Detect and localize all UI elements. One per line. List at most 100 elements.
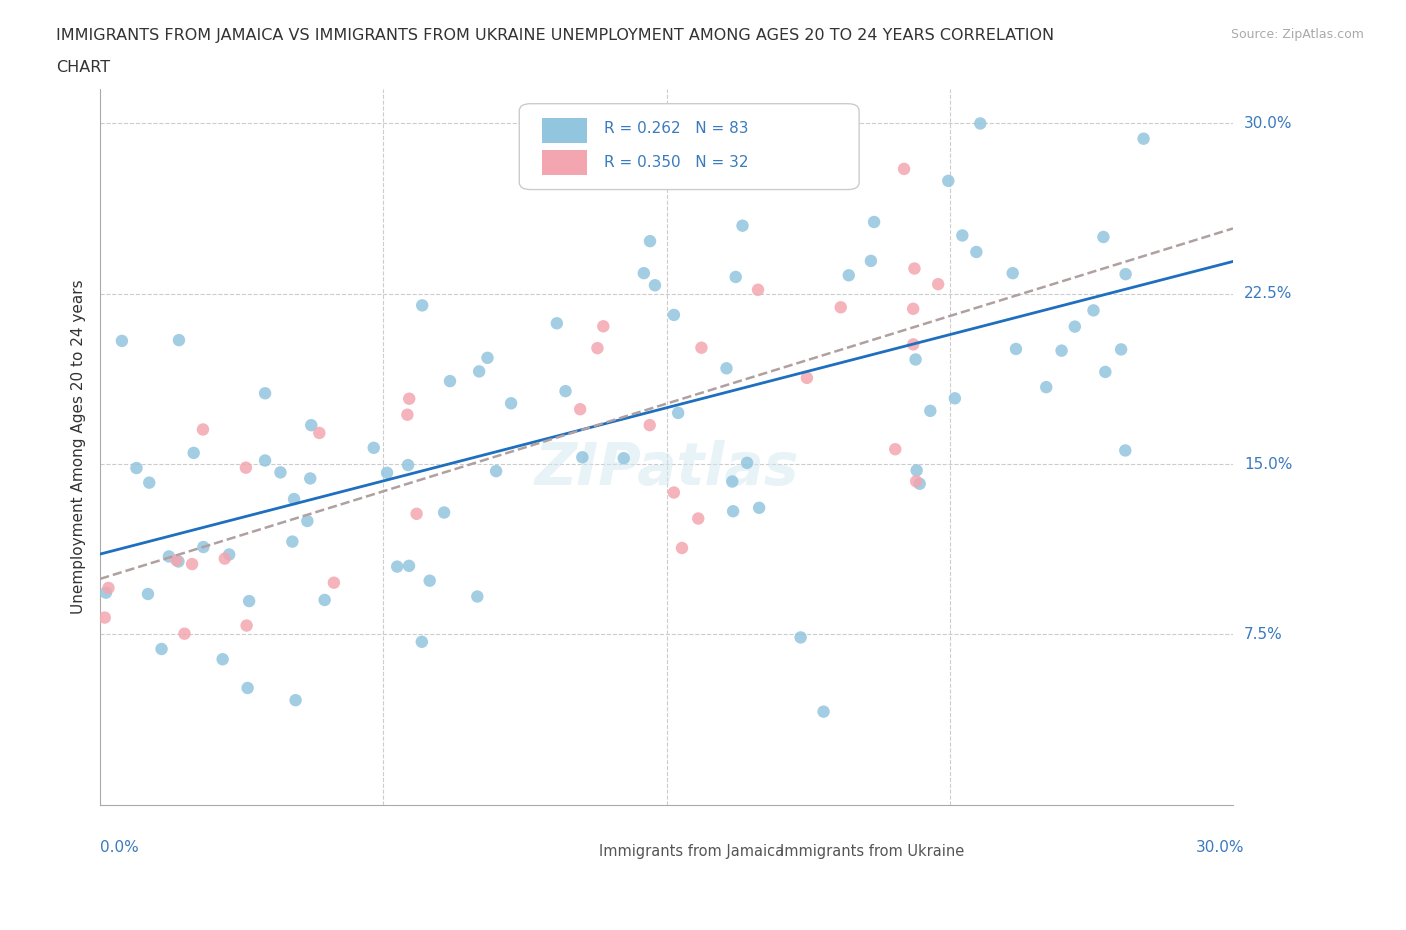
Point (363, 441, 385, 456)
Point (254, 386, 277, 401)
Point (235, 460, 257, 475)
Point (724, 270, 747, 285)
Point (238, 593, 260, 608)
Text: R = 0.350   N = 32: R = 0.350 N = 32 (605, 155, 749, 170)
Point (969, 116, 991, 131)
Point (485, 464, 508, 479)
Point (735, 456, 758, 471)
Bar (734, 833, 763, 849)
Point (138, 475, 160, 490)
Point (662, 485, 685, 500)
Point (688, 512, 710, 526)
Point (193, 539, 215, 554)
Point (904, 352, 927, 367)
Point (173, 626, 195, 641)
Text: Source: ZipAtlas.com: Source: ZipAtlas.com (1230, 28, 1364, 41)
Point (1083, 303, 1105, 318)
Point (721, 504, 744, 519)
Point (1035, 379, 1057, 394)
Bar (541, 151, 588, 175)
Point (211, 652, 233, 667)
Point (1092, 230, 1115, 245)
Point (905, 474, 928, 489)
Point (501, 396, 523, 411)
Point (236, 681, 259, 696)
Point (633, 266, 655, 281)
Text: CHART: CHART (56, 60, 110, 75)
Point (927, 277, 949, 292)
Point (314, 592, 336, 607)
Point (1109, 342, 1132, 357)
Point (586, 340, 609, 355)
Point (690, 340, 713, 355)
FancyBboxPatch shape (519, 104, 859, 190)
Text: Immigrants from Jamaica: Immigrants from Jamaica (599, 844, 783, 859)
Point (375, 465, 398, 480)
Point (235, 618, 257, 633)
Point (1132, 131, 1154, 146)
Point (214, 551, 236, 566)
Point (943, 391, 966, 405)
Text: 30.0%: 30.0% (1195, 840, 1244, 855)
Text: ZIPatlas: ZIPatlas (534, 440, 799, 497)
Point (796, 370, 818, 385)
Point (254, 453, 277, 468)
Point (183, 445, 205, 460)
Point (167, 333, 190, 348)
Text: R = 0.262   N = 83: R = 0.262 N = 83 (605, 121, 749, 137)
Point (297, 513, 319, 528)
Point (398, 558, 420, 573)
Point (748, 500, 770, 515)
Point (662, 308, 685, 323)
Point (405, 506, 427, 521)
Point (468, 364, 491, 379)
Text: 30.0%: 30.0% (1244, 116, 1292, 131)
Point (1094, 365, 1116, 379)
Point (638, 233, 661, 248)
Point (411, 634, 433, 649)
Point (571, 450, 593, 465)
Bar (554, 833, 582, 849)
Point (269, 465, 291, 480)
Point (638, 418, 661, 432)
Point (419, 573, 441, 588)
Point (465, 589, 488, 604)
Text: IMMIGRANTS FROM JAMAICA VS IMMIGRANTS FROM UKRAINE UNEMPLOYMENT AMONG AGES 20 TO: IMMIGRANTS FROM JAMAICA VS IMMIGRANTS FR… (56, 28, 1054, 43)
Point (398, 392, 420, 406)
Point (965, 245, 987, 259)
Point (893, 162, 915, 177)
Point (385, 559, 408, 574)
Point (150, 642, 173, 657)
Point (322, 576, 344, 591)
Text: Immigrants from Ukraine: Immigrants from Ukraine (780, 844, 965, 859)
Point (546, 316, 568, 331)
Point (191, 422, 214, 437)
Point (165, 552, 187, 567)
Point (477, 351, 499, 365)
Point (281, 534, 304, 549)
Point (716, 361, 738, 376)
Text: 0.0%: 0.0% (100, 840, 139, 855)
Point (1005, 341, 1028, 356)
Point (1114, 443, 1136, 458)
Point (863, 215, 886, 230)
Point (1063, 319, 1085, 334)
Point (111, 334, 134, 349)
Point (554, 384, 576, 399)
Point (218, 547, 240, 562)
Point (439, 374, 461, 389)
Point (396, 458, 419, 472)
Point (157, 549, 180, 564)
Point (837, 154, 859, 169)
Point (308, 426, 330, 441)
Text: 22.5%: 22.5% (1244, 286, 1292, 301)
Point (903, 337, 925, 352)
Point (299, 418, 322, 432)
Point (1115, 267, 1137, 282)
Point (396, 407, 419, 422)
Point (901, 301, 924, 316)
Point (433, 505, 456, 520)
Point (644, 278, 666, 293)
Point (125, 460, 148, 475)
Point (94, 585, 117, 600)
